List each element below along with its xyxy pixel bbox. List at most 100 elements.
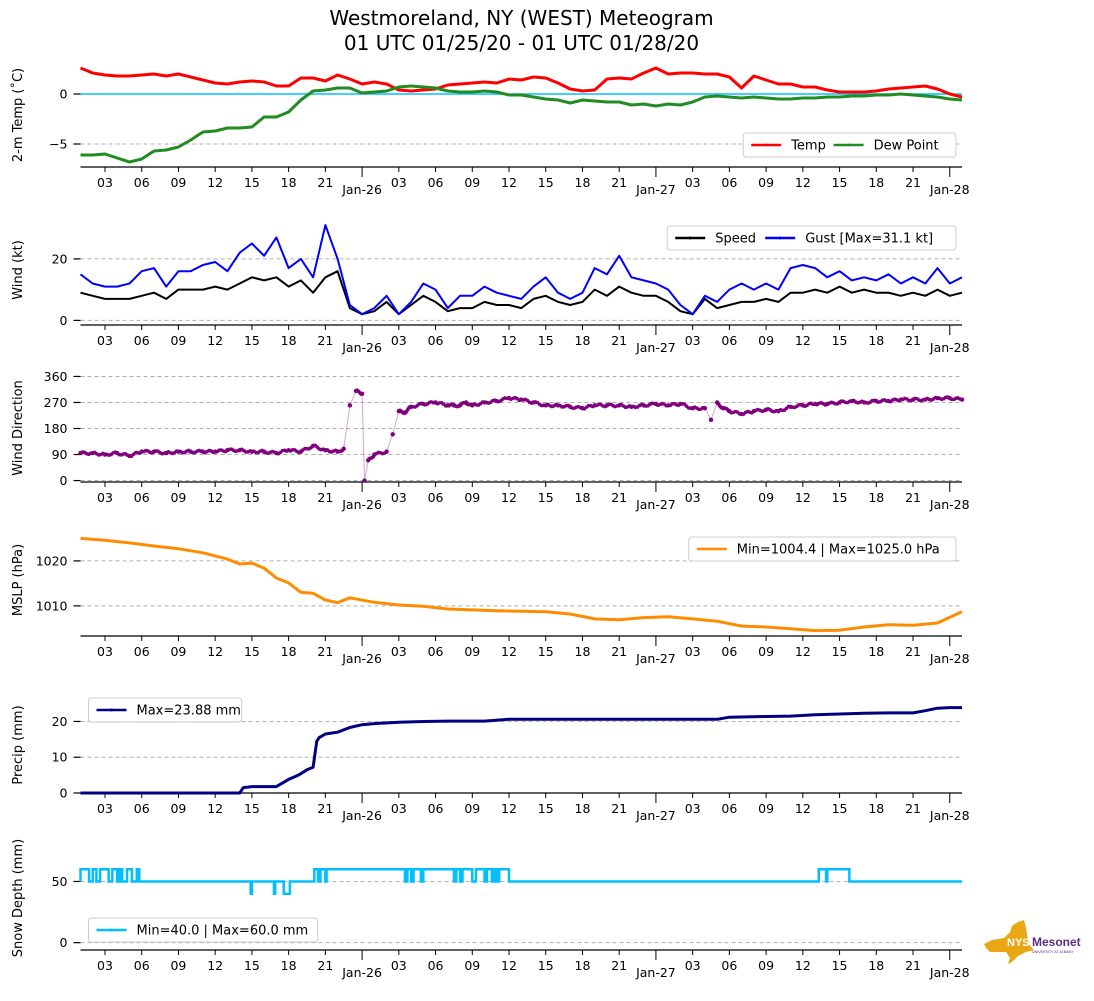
- x-tick-label: Jan-26: [341, 340, 382, 355]
- x-tick-label: 21: [611, 333, 627, 348]
- x-tick-label: 12: [795, 175, 811, 190]
- y-tick-label: 1010: [36, 598, 68, 613]
- x-tick-label: 18: [868, 490, 884, 505]
- x-tick-label: 21: [317, 333, 333, 348]
- y-tick-label: −5: [49, 137, 67, 152]
- x-tick-label: 18: [281, 175, 297, 190]
- x-tick-label: 09: [170, 490, 186, 505]
- legend-marker: [710, 547, 714, 551]
- x-tick-label: 09: [170, 644, 186, 659]
- data-point: [359, 391, 365, 396]
- data-point: [390, 432, 395, 437]
- x-tick-label: 21: [611, 958, 627, 973]
- x-tick-label: 06: [721, 490, 737, 505]
- x-tick-label: 15: [538, 175, 554, 190]
- legend-marker: [110, 928, 113, 932]
- y-axis-label: 2-m Temp (˚C): [10, 68, 26, 162]
- legend: Min=1004.4 | Max=1025.0 hPa: [688, 536, 957, 562]
- y-axis-label: Precip (mm): [11, 705, 26, 784]
- x-tick-label: 18: [281, 333, 297, 348]
- x-tick-label: 21: [317, 644, 333, 659]
- y-tick-label: 0: [60, 786, 68, 801]
- x-tick-label: 18: [575, 490, 591, 505]
- x-tick-label: 15: [538, 490, 554, 505]
- y-tick-label: 180: [44, 421, 68, 436]
- x-tick-label: 09: [170, 958, 186, 973]
- x-tick-label: 21: [317, 958, 333, 973]
- x-tick-label: Jan-26: [341, 965, 382, 980]
- x-tick-label: 12: [501, 175, 517, 190]
- panel-precip: 03 06 09 12 15 18 21 Jan-26 03 06 09 12 15 18 21 Jan-27…: [11, 697, 970, 823]
- data-point: [959, 397, 965, 402]
- x-tick-label: Jan-28: [929, 182, 970, 197]
- x-tick-label: 06: [428, 490, 444, 505]
- x-tick-label: Jan-27: [635, 965, 676, 980]
- x-tick-label: 06: [134, 333, 150, 348]
- x-tick-label: 21: [905, 490, 921, 505]
- legend-label: Temp: [790, 139, 826, 154]
- x-tick-label: 09: [170, 801, 186, 816]
- x-tick-label: 09: [464, 490, 480, 505]
- x-tick-label: Jan-27: [635, 808, 676, 823]
- series-temp: [79, 66, 963, 99]
- x-tick-label: 15: [538, 958, 554, 973]
- x-tick-label: 09: [758, 801, 774, 816]
- legend: Min=40.0 | Max=60.0 mm: [88, 917, 319, 943]
- y-tick-label: 0: [60, 473, 68, 488]
- x-tick-label: 18: [281, 644, 297, 659]
- x-tick-label: 18: [281, 958, 297, 973]
- data-point: [362, 478, 367, 483]
- x-tick-label: 03: [97, 490, 113, 505]
- legend-marker: [778, 236, 782, 240]
- x-tick-label: Jan-27: [635, 497, 676, 512]
- x-tick-label: Jan-28: [929, 340, 970, 355]
- x-tick-label: 03: [97, 175, 113, 190]
- x-tick-label: 03: [391, 333, 407, 348]
- legend-box: [688, 536, 957, 562]
- data-point: [347, 403, 353, 408]
- x-tick-label: 12: [501, 333, 517, 348]
- x-tick-label: Jan-27: [635, 182, 676, 197]
- y-axis-label: Wind (kt): [11, 240, 26, 300]
- legend-box: [88, 697, 243, 723]
- x-tick-label: 15: [832, 801, 848, 816]
- x-tick-label: 06: [428, 175, 444, 190]
- legend: Max=23.88 mm: [88, 697, 243, 723]
- y-axis-label: Wind Direction: [11, 380, 26, 476]
- x-tick-label: 06: [134, 644, 150, 659]
- x-tick-label: 09: [464, 333, 480, 348]
- y-axis-label: MSLP (hPa): [11, 544, 26, 616]
- y-tick-label: 20: [52, 251, 68, 266]
- x-tick-label: 21: [317, 490, 333, 505]
- x-tick-label: 15: [832, 333, 848, 348]
- data-point: [341, 446, 346, 451]
- data-point: [384, 449, 389, 454]
- x-tick-label: 21: [905, 801, 921, 816]
- logo-nys-text: NYS: [1007, 937, 1030, 949]
- x-tick-label: 09: [170, 175, 186, 190]
- x-tick-label: 09: [758, 175, 774, 190]
- y-tick-label: 360: [44, 369, 68, 384]
- x-tick-label: 21: [611, 644, 627, 659]
- x-tick-label: 12: [795, 644, 811, 659]
- x-tick-label: 09: [464, 175, 480, 190]
- legend: Temp Dew Point: [742, 132, 957, 158]
- x-tick-label: Jan-26: [341, 651, 382, 666]
- series-gust-max-31-1-kt: [79, 224, 963, 316]
- x-tick-label: 18: [281, 801, 297, 816]
- x-tick-label: Jan-28: [929, 497, 970, 512]
- x-tick-label: 21: [611, 801, 627, 816]
- x-tick-label: 06: [428, 958, 444, 973]
- x-tick-label: 18: [868, 175, 884, 190]
- data-point: [708, 417, 714, 423]
- legend-box: [88, 917, 319, 943]
- x-tick-label: 03: [685, 490, 701, 505]
- x-tick-label: 12: [795, 490, 811, 505]
- x-tick-label: 03: [685, 333, 701, 348]
- x-tick-label: 15: [244, 175, 260, 190]
- x-tick-label: 03: [97, 644, 113, 659]
- legend-label: Min=1004.4 | Max=1025.0 hPa: [737, 543, 940, 558]
- x-tick-label: 12: [795, 958, 811, 973]
- x-tick-label: 21: [905, 333, 921, 348]
- nys-mesonet-logo: NYS Mesonet UNIVERSITY AT ALBANY: [984, 920, 1081, 964]
